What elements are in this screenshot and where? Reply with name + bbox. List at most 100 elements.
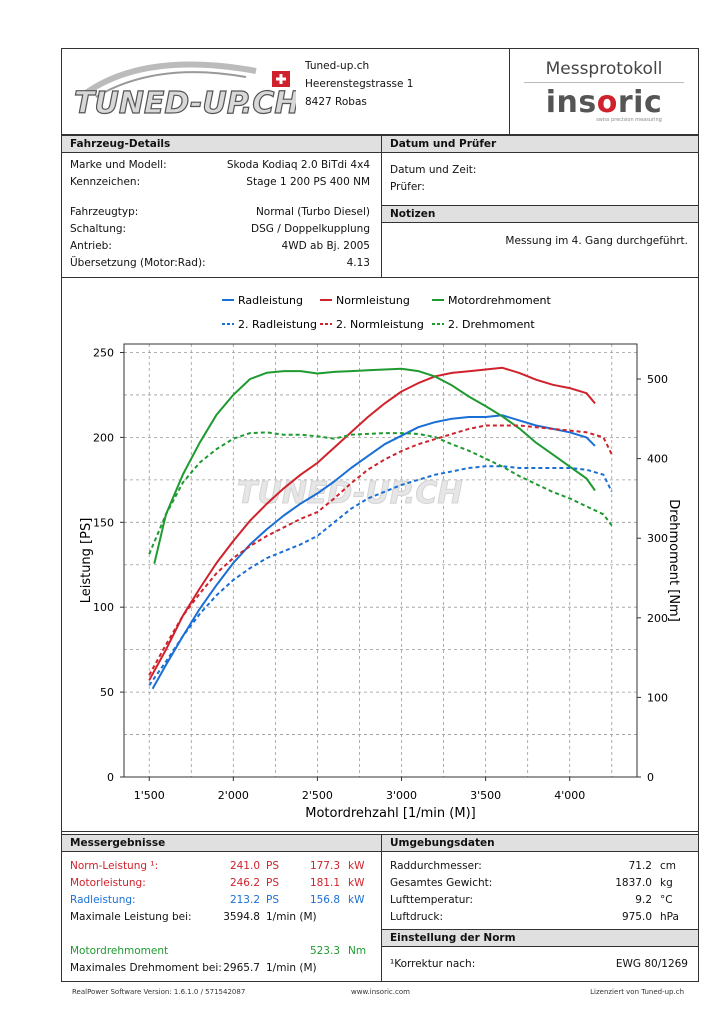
company-city: 8427 Robas bbox=[305, 96, 367, 108]
vehicle-label-type: Fahrzeugtyp: bbox=[70, 206, 139, 218]
notes-header: Notizen bbox=[381, 205, 698, 223]
x-tick-label: 4'000 bbox=[554, 789, 585, 802]
chart-legend: Radleistung Normleistung Motordrehmoment 2.… bbox=[222, 294, 551, 331]
results-header: Messergebnisse bbox=[62, 834, 381, 852]
legend-label: 2. Normleistung bbox=[336, 318, 424, 331]
result-unit-engine-kw: kW bbox=[348, 877, 365, 889]
result-value-engine-kw: 181.1 bbox=[309, 877, 340, 889]
env-label-weight: Gesamtes Gewicht: bbox=[390, 877, 493, 889]
x-axis-label: Motordrehzahl [1/min (M)] bbox=[305, 806, 475, 821]
company-street: Heerenstegstrasse 1 bbox=[305, 78, 414, 90]
vehicle-label-plate: Kennzeichen: bbox=[70, 176, 141, 188]
env-label-wheel-diameter: Raddurchmesser: bbox=[390, 860, 482, 872]
env-value-weight: 1837.0 bbox=[615, 877, 652, 889]
x-tick-label: 2'000 bbox=[218, 789, 249, 802]
torque-label: Motordrehmoment bbox=[70, 945, 169, 957]
series-line-2-normleistung bbox=[148, 424, 613, 676]
result-value-wheel-ps: 213.2 bbox=[229, 894, 260, 906]
series-line-radleistung bbox=[151, 414, 596, 690]
y2-tick-label: 200 bbox=[647, 612, 668, 625]
legend-label: Motordrehmoment bbox=[448, 294, 551, 307]
max-power-value: 3594.8 bbox=[223, 911, 260, 923]
env-value-air-pressure: 975.0 bbox=[621, 911, 652, 923]
y-axis-label: Leistung [PS] bbox=[79, 518, 94, 604]
vehicle-value-gearbox: DSG / Doppelkupplung bbox=[251, 223, 370, 235]
max-torque-value: 2965.7 bbox=[223, 962, 260, 974]
env-unit-weight: kg bbox=[660, 877, 673, 889]
chart-grid bbox=[124, 344, 637, 778]
x-tick-label: 1'500 bbox=[134, 789, 165, 802]
dyno-chart: Radleistung Normleistung Motordrehmoment 2.… bbox=[62, 277, 698, 832]
vehicle-value-drive: 4WD ab Bj. 2005 bbox=[281, 240, 370, 252]
env-unit-air-pressure: hPa bbox=[660, 911, 679, 923]
insoric-subtitle: swiss precision measuring bbox=[596, 117, 662, 123]
norm-header: Einstellung der Norm bbox=[381, 929, 698, 947]
protocol-title: Messprotokoll bbox=[524, 59, 684, 83]
legend-label: Radleistung bbox=[238, 294, 303, 307]
chart-watermark: TUNED-UP.CH bbox=[237, 476, 463, 512]
series-line-2-radleistung bbox=[148, 465, 613, 686]
y2-axis-label: Drehmoment [Nm] bbox=[666, 499, 681, 622]
result-unit-engine-ps: PS bbox=[266, 877, 279, 889]
svg-text:TUNED-UP.CH: TUNED-UP.CH bbox=[74, 86, 296, 121]
result-label-engine-power: Motorleistung: bbox=[70, 877, 146, 889]
norm-value: EWG 80/1269 bbox=[615, 958, 688, 970]
footer-license: Lizenziert von Tuned-up.ch bbox=[590, 988, 684, 996]
series-line-normleistung bbox=[148, 366, 596, 681]
svg-text:TUNED-UP.CH: TUNED-UP.CH bbox=[237, 476, 462, 511]
norm-label: ¹Korrektur nach: bbox=[390, 958, 476, 970]
header: TUNED-UP.CH Tuned-up.ch Heerenstegstrass… bbox=[62, 49, 698, 135]
env-unit-air-temp: °C bbox=[660, 894, 673, 906]
max-torque-unit: 1/min (M) bbox=[266, 962, 317, 974]
chart-axes: 1'500 2'000 2'500 3'000 3'500 4'000 0 50 100 150 2… bbox=[79, 343, 681, 821]
result-value-norm-kw: 177.3 bbox=[309, 860, 340, 872]
vehicle-label-ratio: Übersetzung (Motor:Rad): bbox=[70, 257, 206, 269]
company-address: Tuned-up.ch Heerenstegstrasse 1 8427 Rob… bbox=[305, 57, 414, 111]
y2-tick-label: 500 bbox=[647, 373, 668, 386]
result-value-norm-ps: 241.0 bbox=[229, 860, 260, 872]
vehicle-value-plate: Stage 1 200 PS 400 NM bbox=[246, 176, 370, 188]
vehicle-value-model: Skoda Kodiaq 2.0 BiTdi 4x4 bbox=[226, 159, 370, 171]
y2-tick-label: 0 bbox=[647, 771, 654, 784]
date-label: Datum und Zeit: bbox=[390, 164, 477, 176]
measurement-protocol-sheet: TUNED-UP.CH Tuned-up.ch Heerenstegstrass… bbox=[61, 48, 699, 982]
tuned-up-logo: TUNED-UP.CH bbox=[73, 61, 296, 122]
footer-version: RealPower Software Version: 1.6.1.0 / 57… bbox=[72, 988, 246, 996]
result-label-wheel-power: Radleistung: bbox=[70, 894, 136, 906]
env-label-air-pressure: Luftdruck: bbox=[390, 911, 443, 923]
y2-tick-label: 100 bbox=[647, 691, 668, 704]
result-unit-norm-ps: PS bbox=[266, 860, 279, 872]
env-value-wheel-diameter: 71.2 bbox=[628, 860, 652, 872]
y2-tick-label: 400 bbox=[647, 453, 668, 466]
vehicle-header: Fahrzeug-Details bbox=[62, 135, 381, 153]
legend-label: 2. Drehmoment bbox=[448, 318, 535, 331]
vehicle-label-gearbox: Schaltung: bbox=[70, 223, 127, 235]
legend-label: Normleistung bbox=[336, 294, 410, 307]
vehicle-label-model: Marke und Modell: bbox=[70, 159, 167, 171]
dyno-chart-svg: Radleistung Normleistung Motordrehmoment 2.… bbox=[79, 294, 681, 821]
result-unit-wheel-kw: kW bbox=[348, 894, 365, 906]
insoric-logo: insoric bbox=[545, 85, 663, 120]
vehicle-value-ratio: 4.13 bbox=[346, 257, 370, 269]
max-power-unit: 1/min (M) bbox=[266, 911, 317, 923]
env-value-air-temp: 9.2 bbox=[635, 894, 652, 906]
vehicle-label-drive: Antrieb: bbox=[70, 240, 112, 252]
vehicle-value-type: Normal (Turbo Diesel) bbox=[255, 206, 370, 218]
y-tick-label: 200 bbox=[93, 431, 114, 444]
plot-frame bbox=[123, 343, 638, 778]
x-tick-label: 3'000 bbox=[386, 789, 417, 802]
legend-label: 2. Radleistung bbox=[238, 318, 317, 331]
env-unit-wheel-diameter: cm bbox=[660, 860, 677, 872]
y-tick-label: 100 bbox=[93, 601, 114, 614]
protocol-box: Messprotokoll insoric swiss precision me… bbox=[509, 49, 698, 135]
env-label-air-temp: Lufttemperatur: bbox=[390, 894, 474, 906]
x-tick-label: 3'500 bbox=[470, 789, 501, 802]
result-unit-norm-kw: kW bbox=[348, 860, 365, 872]
date-tester-header: Datum und Prüfer bbox=[381, 135, 698, 153]
y-tick-label: 0 bbox=[107, 771, 114, 784]
torque-value: 523.3 bbox=[309, 945, 340, 957]
y-tick-label: 150 bbox=[93, 516, 114, 529]
chart-lines bbox=[148, 366, 613, 690]
torque-unit: Nm bbox=[348, 945, 367, 957]
footer-website[interactable]: www.insoric.com bbox=[351, 988, 410, 996]
